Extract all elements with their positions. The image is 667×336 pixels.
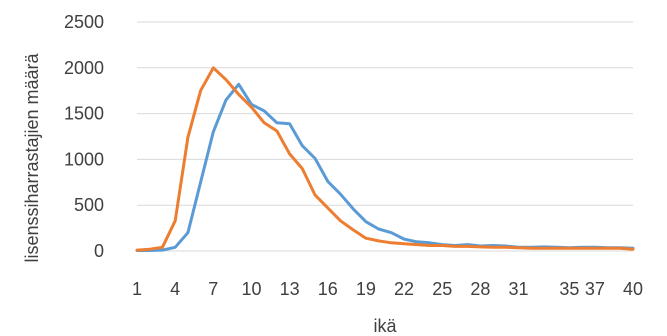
x-tick-label: 19 [356,279,376,299]
y-tick-label: 0 [94,241,104,261]
y-axis-ticks: 0 500 1000 1500 2000 2500 [64,12,104,261]
x-tick-label: 4 [170,279,180,299]
y-tick-label: 2000 [64,58,104,78]
y-tick-label: 2500 [64,12,104,32]
x-axis-ticks: 1 4 7 10 13 16 19 22 25 28 31 35 37 40 [132,279,643,299]
series-group [135,66,635,252]
x-tick-label: 1 [132,279,142,299]
x-tick-label: 16 [318,279,338,299]
x-tick-label: 25 [432,279,452,299]
series-line-2 [135,66,635,252]
x-tick-label: 7 [208,279,218,299]
x-tick-label: 35 [559,279,579,299]
x-tick-label: 31 [509,279,529,299]
x-tick-label: 13 [280,279,300,299]
x-tick-label: 28 [470,279,490,299]
x-tick-label: 22 [394,279,414,299]
series-line-1 [135,82,635,252]
y-tick-label: 1500 [64,104,104,124]
x-axis-title: ikä [373,316,397,336]
y-tick-label: 1000 [64,149,104,169]
x-tick-label: 37 [585,279,605,299]
x-tick-label: 40 [623,279,643,299]
y-axis-title: lisenssiharrastajien määrä [22,52,42,262]
y-tick-label: 500 [74,195,104,215]
x-tick-label: 10 [241,279,261,299]
